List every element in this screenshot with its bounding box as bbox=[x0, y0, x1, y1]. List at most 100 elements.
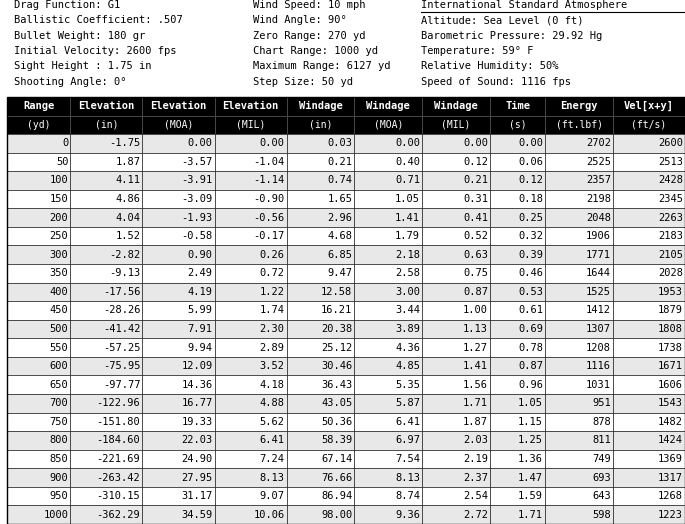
Text: 1424: 1424 bbox=[658, 435, 683, 445]
Text: (s): (s) bbox=[509, 120, 526, 130]
Bar bbox=[545, 468, 613, 487]
Bar bbox=[142, 209, 214, 227]
Bar bbox=[214, 245, 286, 264]
Text: Sight Height : 1.75 in: Sight Height : 1.75 in bbox=[14, 61, 151, 71]
Text: 750: 750 bbox=[49, 417, 68, 427]
Text: (MIL): (MIL) bbox=[236, 120, 265, 130]
Bar bbox=[286, 209, 354, 227]
Text: 24.90: 24.90 bbox=[182, 454, 212, 464]
Text: -28.26: -28.26 bbox=[103, 305, 140, 315]
Text: 3.52: 3.52 bbox=[260, 361, 284, 371]
Bar bbox=[142, 506, 214, 524]
Text: -1.14: -1.14 bbox=[253, 176, 284, 185]
Text: 2183: 2183 bbox=[658, 231, 683, 241]
Bar bbox=[71, 190, 142, 209]
Text: 4.18: 4.18 bbox=[260, 380, 284, 390]
Text: Wind Speed: 10 mph: Wind Speed: 10 mph bbox=[253, 0, 366, 10]
Text: Barometric Pressure: 29.92 Hg: Barometric Pressure: 29.92 Hg bbox=[421, 30, 603, 41]
Bar bbox=[214, 227, 286, 245]
Bar bbox=[286, 301, 354, 320]
Text: -9.13: -9.13 bbox=[109, 268, 140, 278]
Text: Maximum Range: 6127 yd: Maximum Range: 6127 yd bbox=[253, 61, 391, 71]
Text: Windage: Windage bbox=[366, 101, 410, 111]
Bar bbox=[71, 487, 142, 506]
Bar bbox=[286, 357, 354, 376]
Bar bbox=[354, 282, 422, 301]
Text: 100: 100 bbox=[49, 176, 68, 185]
Text: 878: 878 bbox=[592, 417, 611, 427]
Bar bbox=[613, 245, 685, 264]
Bar bbox=[354, 357, 422, 376]
Bar bbox=[613, 301, 685, 320]
Bar bbox=[490, 468, 545, 487]
Bar bbox=[354, 245, 422, 264]
Bar bbox=[354, 412, 422, 431]
Bar bbox=[613, 152, 685, 171]
Text: 1879: 1879 bbox=[658, 305, 683, 315]
Text: 1.87: 1.87 bbox=[116, 157, 140, 167]
Bar bbox=[286, 245, 354, 264]
Text: 25.12: 25.12 bbox=[321, 343, 352, 353]
Bar bbox=[545, 506, 613, 524]
Text: 300: 300 bbox=[49, 250, 68, 260]
Bar bbox=[490, 320, 545, 339]
Text: Drag Function: G1: Drag Function: G1 bbox=[14, 0, 120, 10]
Bar bbox=[422, 450, 490, 468]
Text: 2.89: 2.89 bbox=[260, 343, 284, 353]
Text: -2.82: -2.82 bbox=[109, 250, 140, 260]
Bar bbox=[613, 357, 685, 376]
Text: -0.56: -0.56 bbox=[253, 213, 284, 223]
Bar bbox=[613, 171, 685, 190]
Text: 7.24: 7.24 bbox=[260, 454, 284, 464]
Bar bbox=[545, 301, 613, 320]
Bar bbox=[613, 450, 685, 468]
Text: 1031: 1031 bbox=[586, 380, 611, 390]
Bar bbox=[71, 171, 142, 190]
Text: -57.25: -57.25 bbox=[103, 343, 140, 353]
Text: 850: 850 bbox=[49, 454, 68, 464]
Bar bbox=[354, 209, 422, 227]
Bar bbox=[422, 190, 490, 209]
Bar bbox=[354, 431, 422, 450]
Text: 8.13: 8.13 bbox=[260, 473, 284, 483]
Text: 1.74: 1.74 bbox=[260, 305, 284, 315]
Bar bbox=[545, 171, 613, 190]
Text: 1000: 1000 bbox=[43, 510, 68, 520]
Bar bbox=[71, 134, 142, 152]
Bar bbox=[142, 431, 214, 450]
Text: 2600: 2600 bbox=[658, 138, 683, 148]
Bar bbox=[354, 264, 422, 282]
Text: 200: 200 bbox=[49, 213, 68, 223]
Text: 811: 811 bbox=[592, 435, 611, 445]
Bar bbox=[71, 394, 142, 412]
Text: 0.63: 0.63 bbox=[463, 250, 488, 260]
Bar bbox=[613, 487, 685, 506]
Text: 36.43: 36.43 bbox=[321, 380, 352, 390]
Bar bbox=[71, 412, 142, 431]
Bar bbox=[613, 431, 685, 450]
Bar bbox=[545, 431, 613, 450]
Bar bbox=[214, 97, 286, 115]
Text: 1.25: 1.25 bbox=[518, 435, 543, 445]
Bar bbox=[286, 450, 354, 468]
Bar bbox=[354, 97, 422, 115]
Text: 12.09: 12.09 bbox=[182, 361, 212, 371]
Bar bbox=[422, 97, 490, 115]
Bar bbox=[7, 152, 71, 171]
Text: 67.14: 67.14 bbox=[321, 454, 352, 464]
Bar bbox=[613, 394, 685, 412]
Text: 0.00: 0.00 bbox=[188, 138, 212, 148]
Text: -0.90: -0.90 bbox=[253, 194, 284, 204]
Bar bbox=[142, 394, 214, 412]
Text: 16.77: 16.77 bbox=[182, 398, 212, 408]
Bar bbox=[545, 227, 613, 245]
Bar bbox=[7, 320, 71, 339]
Text: 8.74: 8.74 bbox=[395, 491, 420, 501]
Text: 5.62: 5.62 bbox=[260, 417, 284, 427]
Text: (MOA): (MOA) bbox=[164, 120, 193, 130]
Text: 3.44: 3.44 bbox=[395, 305, 420, 315]
Text: 5.99: 5.99 bbox=[188, 305, 212, 315]
Bar bbox=[613, 412, 685, 431]
Text: 1482: 1482 bbox=[658, 417, 683, 427]
Bar bbox=[7, 209, 71, 227]
